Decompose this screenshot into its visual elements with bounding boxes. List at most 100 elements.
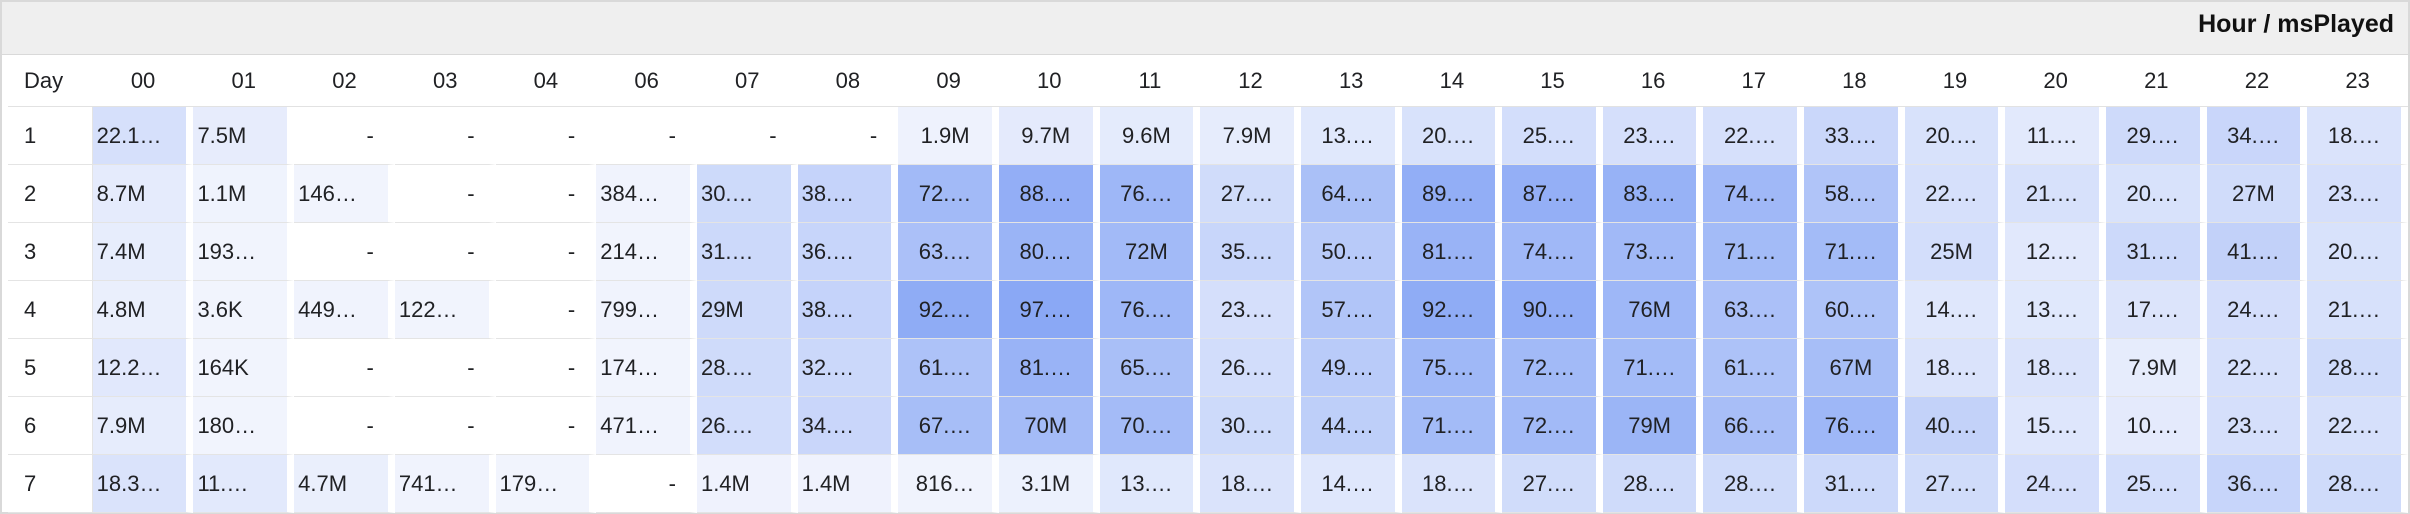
heatmap-cell[interactable]: 22.… [1703,107,1805,165]
heatmap-cell[interactable]: 20.… [2105,165,2207,223]
heatmap-cell[interactable]: 89.… [1401,165,1503,223]
heatmap-cell[interactable]: 28.… [696,339,798,397]
heatmap-cell[interactable]: 67.… [898,397,999,455]
heatmap-cell[interactable]: 80.… [998,223,1100,281]
heatmap-cell[interactable]: 25M [1904,223,2006,281]
heatmap-cell[interactable]: 9.7M [998,107,1100,165]
heatmap-cell[interactable]: 30.… [1200,397,1301,455]
heatmap-cell[interactable]: 23.… [2206,397,2308,455]
heatmap-cell[interactable]: 28.… [2307,339,2408,397]
heatmap-cell[interactable]: 11.… [193,455,295,513]
heatmap-cell[interactable]: 9.6M [1099,107,1201,165]
heatmap-cell[interactable]: 3.6K [193,281,295,339]
heatmap-cell[interactable]: 22.… [2206,339,2308,397]
heatmap-cell[interactable]: 34.… [2206,107,2308,165]
heatmap-cell[interactable]: - [394,223,496,281]
heatmap-cell[interactable]: 33.… [1804,107,1905,165]
heatmap-cell[interactable]: 180… [193,397,295,455]
heatmap-cell[interactable]: 49.… [1300,339,1402,397]
heatmap-cell[interactable]: 92.… [1401,281,1503,339]
heatmap-cell[interactable]: 13.… [1099,455,1201,513]
heatmap-cell[interactable]: 92.… [898,281,999,339]
heatmap-cell[interactable]: 71.… [1602,339,1704,397]
heatmap-cell[interactable]: - [394,107,496,165]
heatmap-cell[interactable]: 22.… [2307,397,2408,455]
heatmap-cell[interactable]: 76.… [1099,281,1201,339]
heatmap-cell[interactable]: 58.… [1804,165,1905,223]
heatmap-cell[interactable]: 7.9M [2105,339,2207,397]
heatmap-cell[interactable]: 50.… [1300,223,1402,281]
heatmap-cell[interactable]: 146… [294,165,395,223]
heatmap-cell[interactable]: 26.… [1200,339,1301,397]
heatmap-cell[interactable]: 4.8M [92,281,194,339]
heatmap-cell[interactable]: - [394,339,496,397]
heatmap-cell[interactable]: 61.… [1703,339,1805,397]
heatmap-cell[interactable]: 71.… [1703,223,1805,281]
heatmap-cell[interactable]: 57.… [1300,281,1402,339]
heatmap-cell[interactable]: 88.… [998,165,1100,223]
heatmap-cell[interactable]: 18.… [1401,455,1503,513]
heatmap-cell[interactable]: 21.… [2307,281,2408,339]
heatmap-cell[interactable]: 21.… [2005,165,2106,223]
heatmap-cell[interactable]: 81.… [1401,223,1503,281]
heatmap-cell[interactable]: 87.… [1502,165,1603,223]
heatmap-cell[interactable]: 25.… [1502,107,1603,165]
heatmap-cell[interactable]: 63.… [1703,281,1805,339]
heatmap-cell[interactable]: 36.… [2206,455,2308,513]
heatmap-cell[interactable]: 73.… [1602,223,1704,281]
heatmap-cell[interactable]: 122… [394,281,496,339]
heatmap-cell[interactable]: 3.1M [998,455,1100,513]
heatmap-cell[interactable]: - [294,107,395,165]
heatmap-cell[interactable]: 7.9M [92,397,194,455]
heatmap-cell[interactable]: 20.… [1904,107,2006,165]
heatmap-cell[interactable]: 13.… [2005,281,2106,339]
heatmap-cell[interactable]: 28.… [1703,455,1805,513]
heatmap-cell[interactable]: 24.… [2005,455,2106,513]
heatmap-cell[interactable]: 71.… [1401,397,1503,455]
heatmap-cell[interactable]: - [495,165,597,223]
heatmap-cell[interactable]: 76.… [1099,165,1201,223]
heatmap-cell[interactable]: 97.… [998,281,1100,339]
heatmap-cell[interactable]: 25.… [2105,455,2207,513]
heatmap-cell[interactable]: 1.4M [696,455,798,513]
heatmap-cell[interactable]: 63.… [898,223,999,281]
heatmap-cell[interactable]: 18.… [1904,339,2006,397]
heatmap-cell[interactable]: - [294,397,395,455]
heatmap-cell[interactable]: - [394,165,496,223]
heatmap-cell[interactable]: 29M [696,281,798,339]
heatmap-cell[interactable]: 65.… [1099,339,1201,397]
heatmap-cell[interactable]: 23.… [2307,165,2408,223]
heatmap-cell[interactable]: 67M [1804,339,1905,397]
heatmap-cell[interactable]: 27.… [1200,165,1301,223]
heatmap-cell[interactable]: - [495,397,597,455]
heatmap-cell[interactable]: 22.… [1904,165,2006,223]
heatmap-cell[interactable]: 76.… [1804,397,1905,455]
heatmap-cell[interactable]: - [394,397,496,455]
heatmap-cell[interactable]: - [495,107,597,165]
heatmap-cell[interactable]: 35.… [1200,223,1301,281]
heatmap-cell[interactable]: 61.… [898,339,999,397]
heatmap-cell[interactable]: 7.4M [92,223,194,281]
heatmap-cell[interactable]: 66.… [1703,397,1805,455]
heatmap-cell[interactable]: 27M [2206,165,2308,223]
heatmap-cell[interactable]: 83.… [1602,165,1704,223]
heatmap-cell[interactable]: 17.… [2105,281,2207,339]
heatmap-cell[interactable]: 23.… [1200,281,1301,339]
heatmap-cell[interactable]: 741… [394,455,496,513]
heatmap-cell[interactable]: 79M [1602,397,1704,455]
heatmap-cell[interactable]: 72.… [1502,397,1603,455]
heatmap-cell[interactable]: 15.… [2005,397,2106,455]
heatmap-cell[interactable]: 36.… [797,223,899,281]
heatmap-cell[interactable]: 72M [1099,223,1201,281]
heatmap-cell[interactable]: 471… [596,397,697,455]
heatmap-cell[interactable]: 384… [596,165,697,223]
heatmap-cell[interactable]: 1.1M [193,165,295,223]
heatmap-cell[interactable]: 34.… [797,397,899,455]
heatmap-cell[interactable]: 7.5M [193,107,295,165]
heatmap-cell[interactable]: - [495,281,597,339]
heatmap-cell[interactable]: 70M [998,397,1100,455]
heatmap-cell[interactable]: 38.… [797,165,899,223]
heatmap-cell[interactable]: 20.… [1401,107,1503,165]
heatmap-cell[interactable]: 29.… [2105,107,2207,165]
heatmap-cell[interactable]: 26.… [696,397,798,455]
